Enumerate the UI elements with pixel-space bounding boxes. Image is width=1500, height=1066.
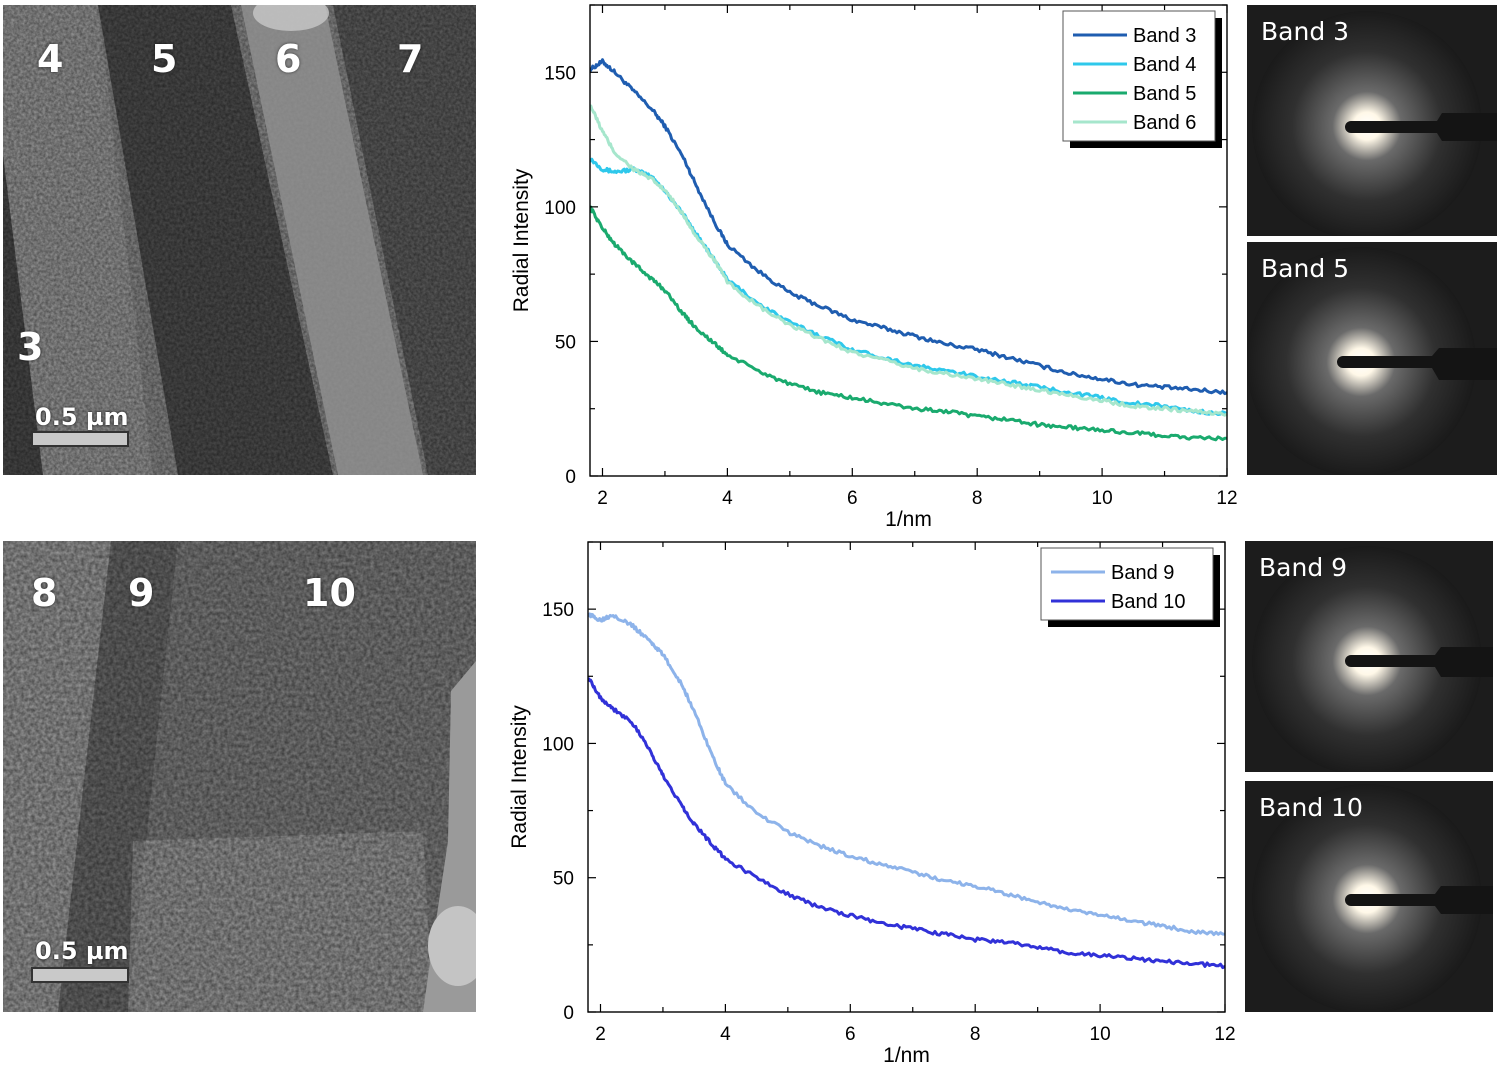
x-tick-label: 4 [722, 488, 733, 509]
band-label-6: 6 [275, 37, 302, 81]
diffraction-label: Band 3 [1261, 17, 1350, 46]
legend-label: Band 5 [1133, 83, 1196, 105]
y-tick-label: 150 [544, 63, 576, 84]
x-axis-label: 1/nm [883, 1044, 930, 1066]
chart-top: 2 4 6 8 10 12 0 50 100 150 1/nm Radial Intensity Ban… [510, 4, 1238, 531]
chart-bottom: 2 4 6 8 10 12 0 50 100 150 1/nm Radial Intensity Ban… [508, 541, 1236, 1066]
legend-label: Band 9 [1111, 562, 1174, 584]
diffraction-pattern [1245, 781, 1493, 1012]
plot-area [590, 58, 1227, 442]
series-line-band-6 [590, 104, 1227, 417]
y-tick-label: 0 [563, 1003, 574, 1024]
legend-label: Band 10 [1111, 591, 1186, 613]
x-tick-label: 8 [970, 1024, 981, 1045]
x-tick-label: 10 [1092, 488, 1113, 509]
series-line-band-3 [590, 58, 1227, 396]
y-tick-label: 50 [555, 332, 576, 353]
band-label-7: 7 [397, 37, 424, 81]
band-label-9: 9 [128, 571, 155, 615]
diffraction-band-10: Band 10 [1245, 781, 1493, 1012]
micrograph-top: 4 5 6 7 3 0.5 µm [3, 5, 476, 475]
band-label-3: 3 [17, 325, 44, 369]
x-tick-label: 12 [1216, 488, 1237, 509]
band-label-8: 8 [31, 571, 58, 615]
series-line-band-9 [588, 612, 1225, 937]
y-axis-label: Radial Intensity [508, 705, 531, 849]
plot-frame [587, 541, 1226, 1013]
x-tick-label: 6 [847, 488, 858, 509]
y-tick-label: 100 [544, 198, 576, 219]
band-label-4: 4 [37, 37, 64, 81]
micrograph-bottom: 8 9 10 0.5 µm [3, 541, 476, 1012]
x-axis-label: 1/nm [885, 508, 932, 531]
diffraction-pattern [1245, 541, 1493, 772]
x-tick-label: 6 [845, 1024, 856, 1045]
diffraction-band-9: Band 9 [1245, 541, 1493, 772]
diffraction-band-3: Band 3 [1247, 5, 1497, 236]
y-axis-label: Radial Intensity [510, 168, 533, 312]
band-label-10: 10 [303, 571, 356, 615]
diffraction-pattern [1247, 5, 1497, 236]
legend-box [1062, 10, 1216, 142]
legend: Band 3 Band 4 Band 5 Band 6 [1062, 10, 1222, 148]
scale-bar [31, 967, 129, 983]
x-tick-label: 10 [1090, 1024, 1111, 1045]
series-line-band-10 [588, 677, 1225, 970]
y-tick-label: 0 [565, 467, 576, 488]
series-line-band-5 [590, 205, 1227, 442]
legend: Band 9 Band 10 [1040, 547, 1220, 627]
y-tick-label: 100 [542, 734, 574, 755]
diffraction-label: Band 5 [1261, 254, 1350, 283]
x-tick-label: 2 [595, 1024, 606, 1045]
x-tick-label: 4 [720, 1024, 731, 1045]
scale-bar [31, 431, 129, 447]
x-tick-label: 8 [972, 488, 983, 509]
scale-bar-label: 0.5 µm [35, 937, 129, 965]
series-line-band-4 [590, 157, 1227, 416]
band-label-5: 5 [151, 37, 178, 81]
scale-bar-label: 0.5 µm [35, 403, 129, 431]
x-tick-label: 12 [1214, 1024, 1235, 1045]
diffraction-label: Band 10 [1259, 793, 1363, 822]
diffraction-pattern [1247, 242, 1497, 475]
legend-label: Band 4 [1133, 54, 1196, 76]
x-tick-label: 2 [597, 488, 608, 509]
legend-box [1040, 547, 1214, 621]
micrograph-top-image [3, 5, 476, 475]
y-tick-label: 50 [553, 869, 574, 890]
diffraction-band-5: Band 5 [1247, 242, 1497, 475]
plot-area [588, 612, 1225, 970]
plot-frame [589, 4, 1228, 477]
legend-label: Band 3 [1133, 25, 1196, 47]
legend-label: Band 6 [1133, 112, 1196, 134]
micrograph-bottom-image [3, 541, 476, 1012]
y-tick-label: 150 [542, 600, 574, 621]
diffraction-label: Band 9 [1259, 553, 1348, 582]
